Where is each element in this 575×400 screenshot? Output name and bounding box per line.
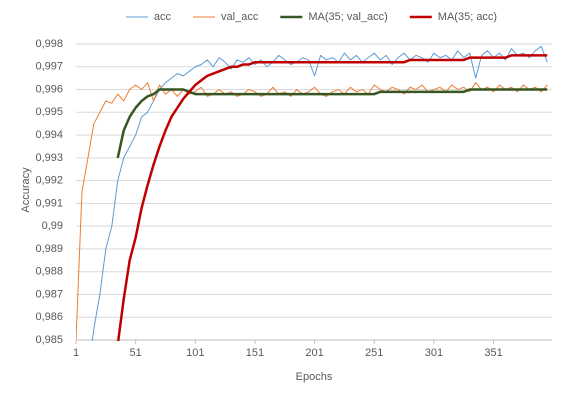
legend-label: MA(35; val_acc) (308, 11, 387, 23)
y-tick-label: 0,994 (35, 129, 63, 141)
x-tick-label: 251 (365, 347, 383, 359)
y-tick-label: 0,987 (35, 288, 63, 300)
series-line (116, 54, 548, 341)
x-axis-title: Epochs (296, 371, 333, 383)
y-tick-label: 0,995 (35, 106, 63, 118)
legend-label: val_acc (221, 11, 259, 23)
y-tick-label: 0,985 (35, 334, 63, 346)
x-tick-label: 201 (305, 347, 323, 359)
x-tick-label: 301 (425, 347, 443, 359)
y-tick-label: 0,991 (35, 197, 63, 209)
series-line (76, 82, 548, 341)
x-tick-label: 101 (186, 347, 204, 359)
y-axis-title: Accuracy (20, 167, 32, 213)
legend-label: acc (154, 11, 172, 23)
y-tick-label: 0,997 (35, 61, 63, 73)
x-tick-label: 51 (130, 347, 142, 359)
y-tick-label: 0,993 (35, 152, 63, 164)
y-tick-label: 0,992 (35, 175, 63, 187)
x-tick-label: 1 (73, 347, 79, 359)
legend: acc val_acc MA(35; val_acc) MA(35; acc) (125, 11, 497, 23)
y-tick-label: 0,996 (35, 83, 63, 95)
x-tick-label: 151 (246, 347, 264, 359)
y-tick-label: 0,989 (35, 243, 63, 255)
y-tick-label: 0,988 (35, 266, 63, 278)
legend-label: MA(35; acc) (438, 11, 497, 23)
y-tick-label: 0,986 (35, 311, 63, 323)
x-tick-label: 351 (484, 347, 502, 359)
y-tick-label: 0,998 (35, 38, 63, 50)
y-tick-label: 0,99 (42, 220, 63, 232)
